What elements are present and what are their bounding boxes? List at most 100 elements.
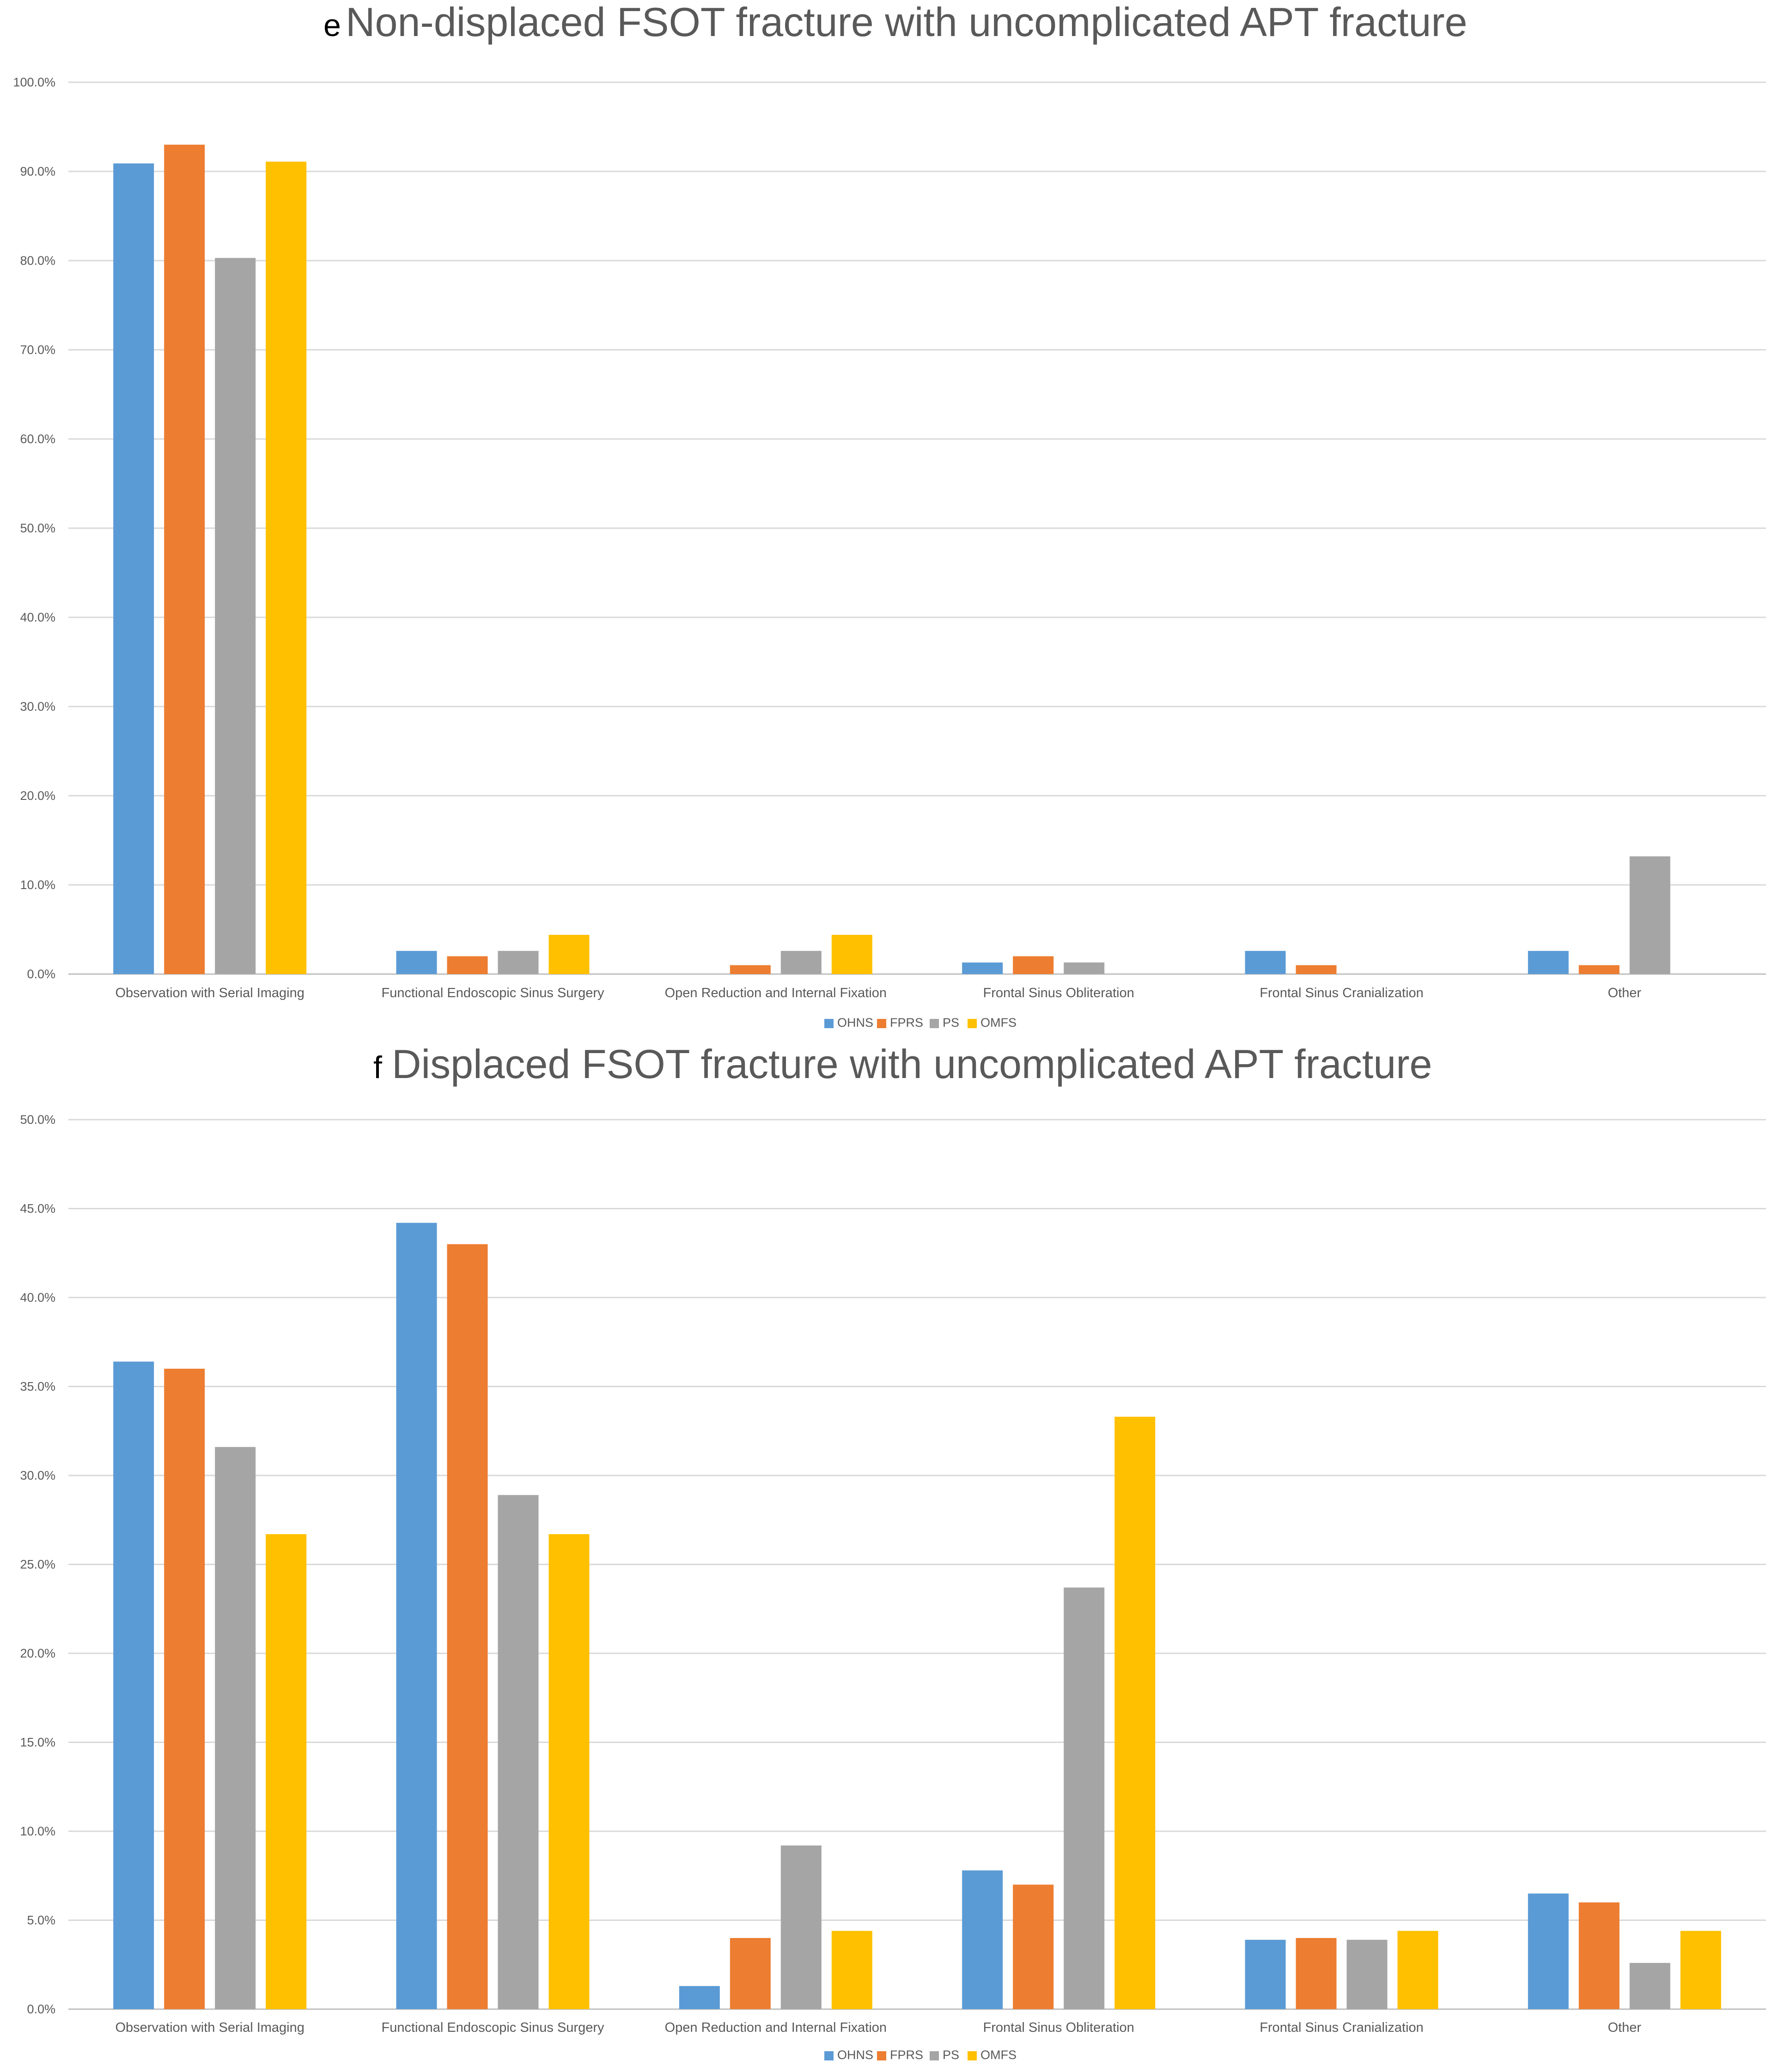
legend-label-omfs: OMFS [980, 2048, 1017, 2062]
x-category-label: Observation with Serial Imaging [115, 986, 304, 1000]
bar-ps-other [1629, 1962, 1670, 2009]
y-tick-label: 20.0% [20, 789, 55, 803]
bar-fprs-other [1578, 965, 1620, 974]
x-category-label: Frontal Sinus Cranialization [1260, 2020, 1424, 2035]
y-tick-label: 10.0% [20, 1824, 55, 1838]
bar-fprs-observation-with-serial-imaging [164, 1369, 205, 2009]
bar-omfs-other [1680, 1931, 1721, 2009]
legend-swatch-fprs [877, 2051, 886, 2060]
chart-title: e Non-displaced FSOT fracture with uncomp… [323, 0, 1468, 45]
bar-ps-functional-endoscopic-sinus-surgery [498, 1495, 539, 2009]
y-tick-label: 0.0% [27, 967, 55, 981]
x-category-label: Functional Endoscopic Sinus Surgery [382, 986, 604, 1000]
bar-omfs-frontal-sinus-cranialization [1397, 1931, 1438, 2009]
legend-swatch-omfs [968, 2051, 977, 2060]
x-category-label: Frontal Sinus Obliteration [983, 986, 1134, 1000]
bar-ohns-frontal-sinus-obliteration [962, 962, 1003, 974]
bar-ohns-other [1528, 951, 1569, 974]
bar-fprs-other [1578, 1902, 1620, 2009]
y-tick-label: 100.0% [13, 75, 55, 89]
legend-label-omfs: OMFS [980, 1016, 1017, 1030]
y-tick-label: 30.0% [20, 1469, 55, 1482]
bar-ohns-frontal-sinus-obliteration [962, 1870, 1003, 2009]
legend-label-ohns: OHNS [837, 2048, 873, 2062]
chart-title-text: Non-displaced FSOT fracture with uncompl… [346, 0, 1468, 45]
y-tick-label: 25.0% [20, 1558, 55, 1572]
bar-ohns-frontal-sinus-cranialization [1245, 951, 1286, 974]
x-category-label: Other [1608, 986, 1642, 1000]
legend-swatch-omfs [968, 1019, 977, 1028]
y-tick-label: 0.0% [27, 2002, 55, 2016]
bar-omfs-observation-with-serial-imaging [266, 1534, 307, 2009]
legend-swatch-ps [930, 2051, 939, 2060]
legend-swatch-ohns [824, 1019, 834, 1028]
y-tick-label: 15.0% [20, 1736, 55, 1749]
x-category-label: Functional Endoscopic Sinus Surgery [382, 2020, 604, 2035]
bar-ps-open-reduction-and-internal-fixation [780, 951, 822, 974]
bar-ps-other [1629, 856, 1670, 974]
legend-label-ps: PS [943, 1016, 959, 1030]
chart-panel-e: e Non-displaced FSOT fracture with uncomp… [13, 0, 1766, 1030]
x-category-label: Open Reduction and Internal Fixation [665, 986, 887, 1000]
bar-ohns-frontal-sinus-cranialization [1245, 1939, 1286, 2009]
legend-swatch-ps [930, 1019, 939, 1028]
bar-omfs-observation-with-serial-imaging [266, 161, 307, 974]
panel-letter: e [323, 8, 341, 43]
legend: OHNS FPRS PS OMFS [824, 1016, 1017, 1030]
bar-ps-open-reduction-and-internal-fixation [780, 1845, 822, 2009]
bar-fprs-frontal-sinus-obliteration [1013, 1884, 1054, 2009]
bar-ohns-functional-endoscopic-sinus-surgery [396, 1223, 437, 2009]
bar-fprs-open-reduction-and-internal-fixation [730, 965, 771, 974]
bar-omfs-functional-endoscopic-sinus-surgery [548, 935, 590, 974]
bar-fprs-frontal-sinus-obliteration [1013, 956, 1054, 974]
bar-ohns-open-reduction-and-internal-fixation [679, 1986, 720, 2009]
bar-omfs-open-reduction-and-internal-fixation [831, 935, 872, 974]
bar-fprs-frontal-sinus-cranialization [1296, 1938, 1337, 2009]
bar-ps-observation-with-serial-imaging [215, 258, 256, 975]
y-tick-label: 40.0% [20, 610, 55, 624]
y-tick-label: 35.0% [20, 1380, 55, 1394]
y-tick-label: 70.0% [20, 343, 55, 357]
legend-label-ohns: OHNS [837, 1016, 873, 1030]
y-tick-label: 40.0% [20, 1291, 55, 1304]
x-category-label: Open Reduction and Internal Fixation [665, 2020, 887, 2035]
x-category-label: Observation with Serial Imaging [115, 2020, 304, 2035]
bar-ohns-observation-with-serial-imaging [113, 163, 154, 974]
bar-fprs-frontal-sinus-cranialization [1296, 965, 1337, 974]
legend-swatch-ohns [824, 2051, 834, 2060]
y-tick-label: 60.0% [20, 432, 55, 446]
y-tick-label: 50.0% [20, 521, 55, 535]
bar-omfs-functional-endoscopic-sinus-surgery [548, 1534, 590, 2009]
x-category-label: Frontal Sinus Cranialization [1260, 986, 1424, 1000]
bar-ohns-observation-with-serial-imaging [113, 1361, 154, 2009]
bar-fprs-open-reduction-and-internal-fixation [730, 1938, 771, 2009]
bar-ps-frontal-sinus-obliteration [1064, 1587, 1105, 2009]
bar-ps-frontal-sinus-cranialization [1346, 1939, 1388, 2009]
x-category-label: Other [1608, 2020, 1642, 2035]
bar-ps-functional-endoscopic-sinus-surgery [498, 951, 539, 974]
bar-ps-frontal-sinus-obliteration [1064, 962, 1105, 974]
panel-letter: f [373, 1050, 382, 1085]
y-tick-label: 50.0% [20, 1113, 55, 1127]
y-tick-label: 5.0% [27, 1914, 55, 1927]
bar-omfs-frontal-sinus-obliteration [1114, 1416, 1156, 2009]
y-tick-label: 30.0% [20, 700, 55, 713]
bar-ohns-other [1528, 1893, 1569, 2009]
bar-fprs-functional-endoscopic-sinus-surgery [447, 956, 488, 974]
bar-ps-observation-with-serial-imaging [215, 1447, 256, 2009]
legend-label-ps: PS [943, 2048, 959, 2062]
y-tick-label: 45.0% [20, 1202, 55, 1216]
bar-fprs-functional-endoscopic-sinus-surgery [447, 1244, 488, 2009]
legend: OHNS FPRS PS OMFS [824, 2048, 1017, 2062]
chart-title-text: Displaced FSOT fracture with uncomplicat… [392, 1041, 1432, 1087]
bar-omfs-open-reduction-and-internal-fixation [831, 1931, 872, 2009]
legend-swatch-fprs [877, 1019, 886, 1028]
chart-panel-f: f Displaced FSOT fracture with uncomplica… [20, 1041, 1766, 2062]
legend-label-fprs: FPRS [890, 2048, 923, 2062]
legend-label-fprs: FPRS [890, 1016, 923, 1030]
y-tick-label: 20.0% [20, 1646, 55, 1660]
bar-fprs-observation-with-serial-imaging [164, 145, 205, 975]
y-tick-label: 90.0% [20, 165, 55, 178]
y-tick-label: 80.0% [20, 254, 55, 268]
